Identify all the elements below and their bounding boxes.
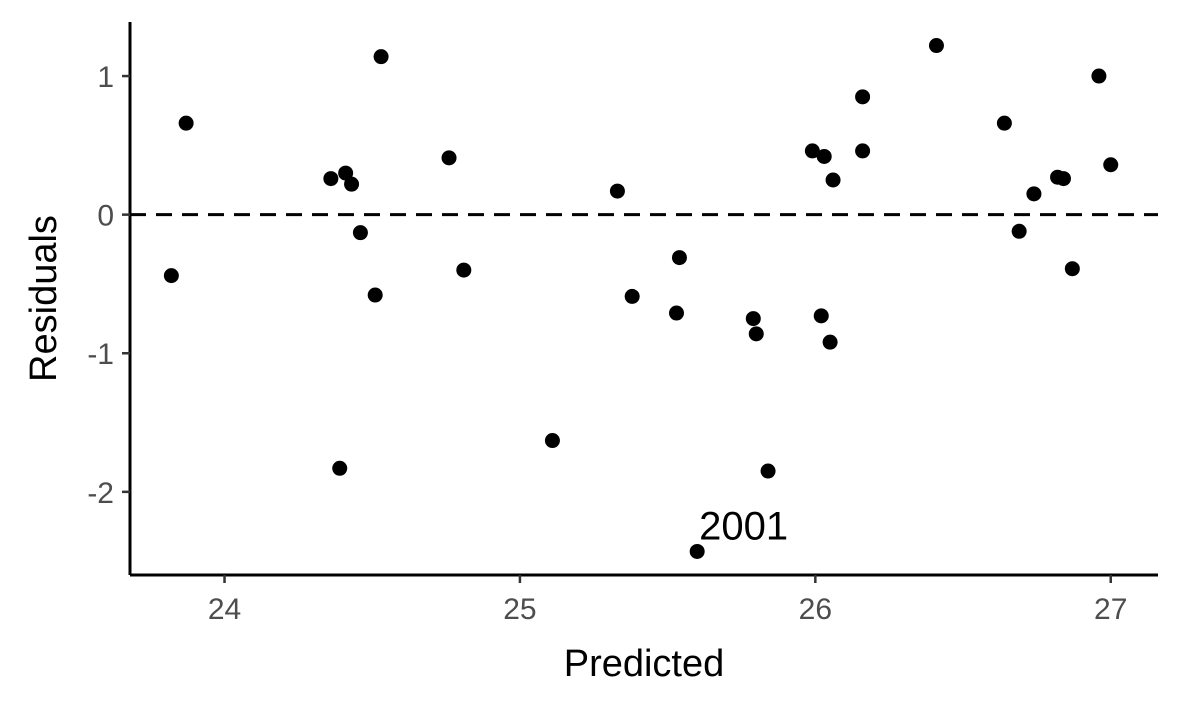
data-point-4	[338, 165, 354, 181]
data-point-8	[373, 49, 389, 65]
data-point-1	[178, 115, 194, 131]
data-point-24	[825, 172, 841, 188]
data-point-27	[928, 38, 944, 54]
y-tick-label: 0	[97, 200, 114, 233]
data-point-5	[344, 176, 360, 192]
data-point-2	[323, 171, 339, 187]
data-point-30	[1026, 186, 1042, 202]
axes-layer: 24 25 26 27 -2 -1 0 1 Predicted Residuals	[23, 22, 1158, 685]
y-axis-title: Residuals	[23, 215, 65, 382]
data-point-12	[609, 183, 625, 199]
x-tick-label: 25	[503, 593, 536, 626]
data-point-26	[855, 143, 871, 159]
y-tick-label: -1	[87, 338, 114, 371]
data-point-3	[332, 460, 348, 476]
data-point-7	[367, 287, 383, 303]
data-point-25	[855, 89, 871, 105]
data-point-15	[671, 250, 687, 266]
data-point-11	[544, 433, 560, 449]
data-point-0	[163, 268, 179, 284]
data-point-23	[822, 334, 838, 350]
data-point-9	[441, 150, 457, 166]
data-point-32	[1055, 171, 1071, 187]
data-point-13	[624, 288, 640, 304]
data-point-18	[748, 326, 764, 342]
data-point-29	[1011, 223, 1027, 239]
y-tick-label: -2	[87, 477, 114, 510]
data-point-34	[1091, 68, 1107, 84]
data-point-14	[668, 305, 684, 321]
x-tick-label: 27	[1094, 593, 1127, 626]
data-point-33	[1064, 261, 1080, 277]
annotation-layer: 2001	[699, 504, 788, 548]
data-point-6	[352, 225, 368, 241]
data-point-21	[813, 308, 829, 324]
data-point-20	[804, 143, 820, 159]
data-point-10	[456, 262, 472, 278]
point-annotation-label: 2001	[699, 504, 788, 548]
data-point-22	[816, 148, 832, 164]
data-point-35	[1103, 157, 1119, 173]
data-point-28	[996, 115, 1012, 131]
x-axis-title: Predicted	[564, 643, 725, 685]
y-tick-label: 1	[97, 61, 114, 94]
data-point-16	[689, 543, 705, 559]
data-points-layer	[163, 38, 1119, 559]
data-point-17	[745, 311, 761, 327]
x-tick-label: 24	[208, 593, 241, 626]
x-tick-label: 26	[799, 593, 832, 626]
data-point-19	[760, 463, 776, 479]
